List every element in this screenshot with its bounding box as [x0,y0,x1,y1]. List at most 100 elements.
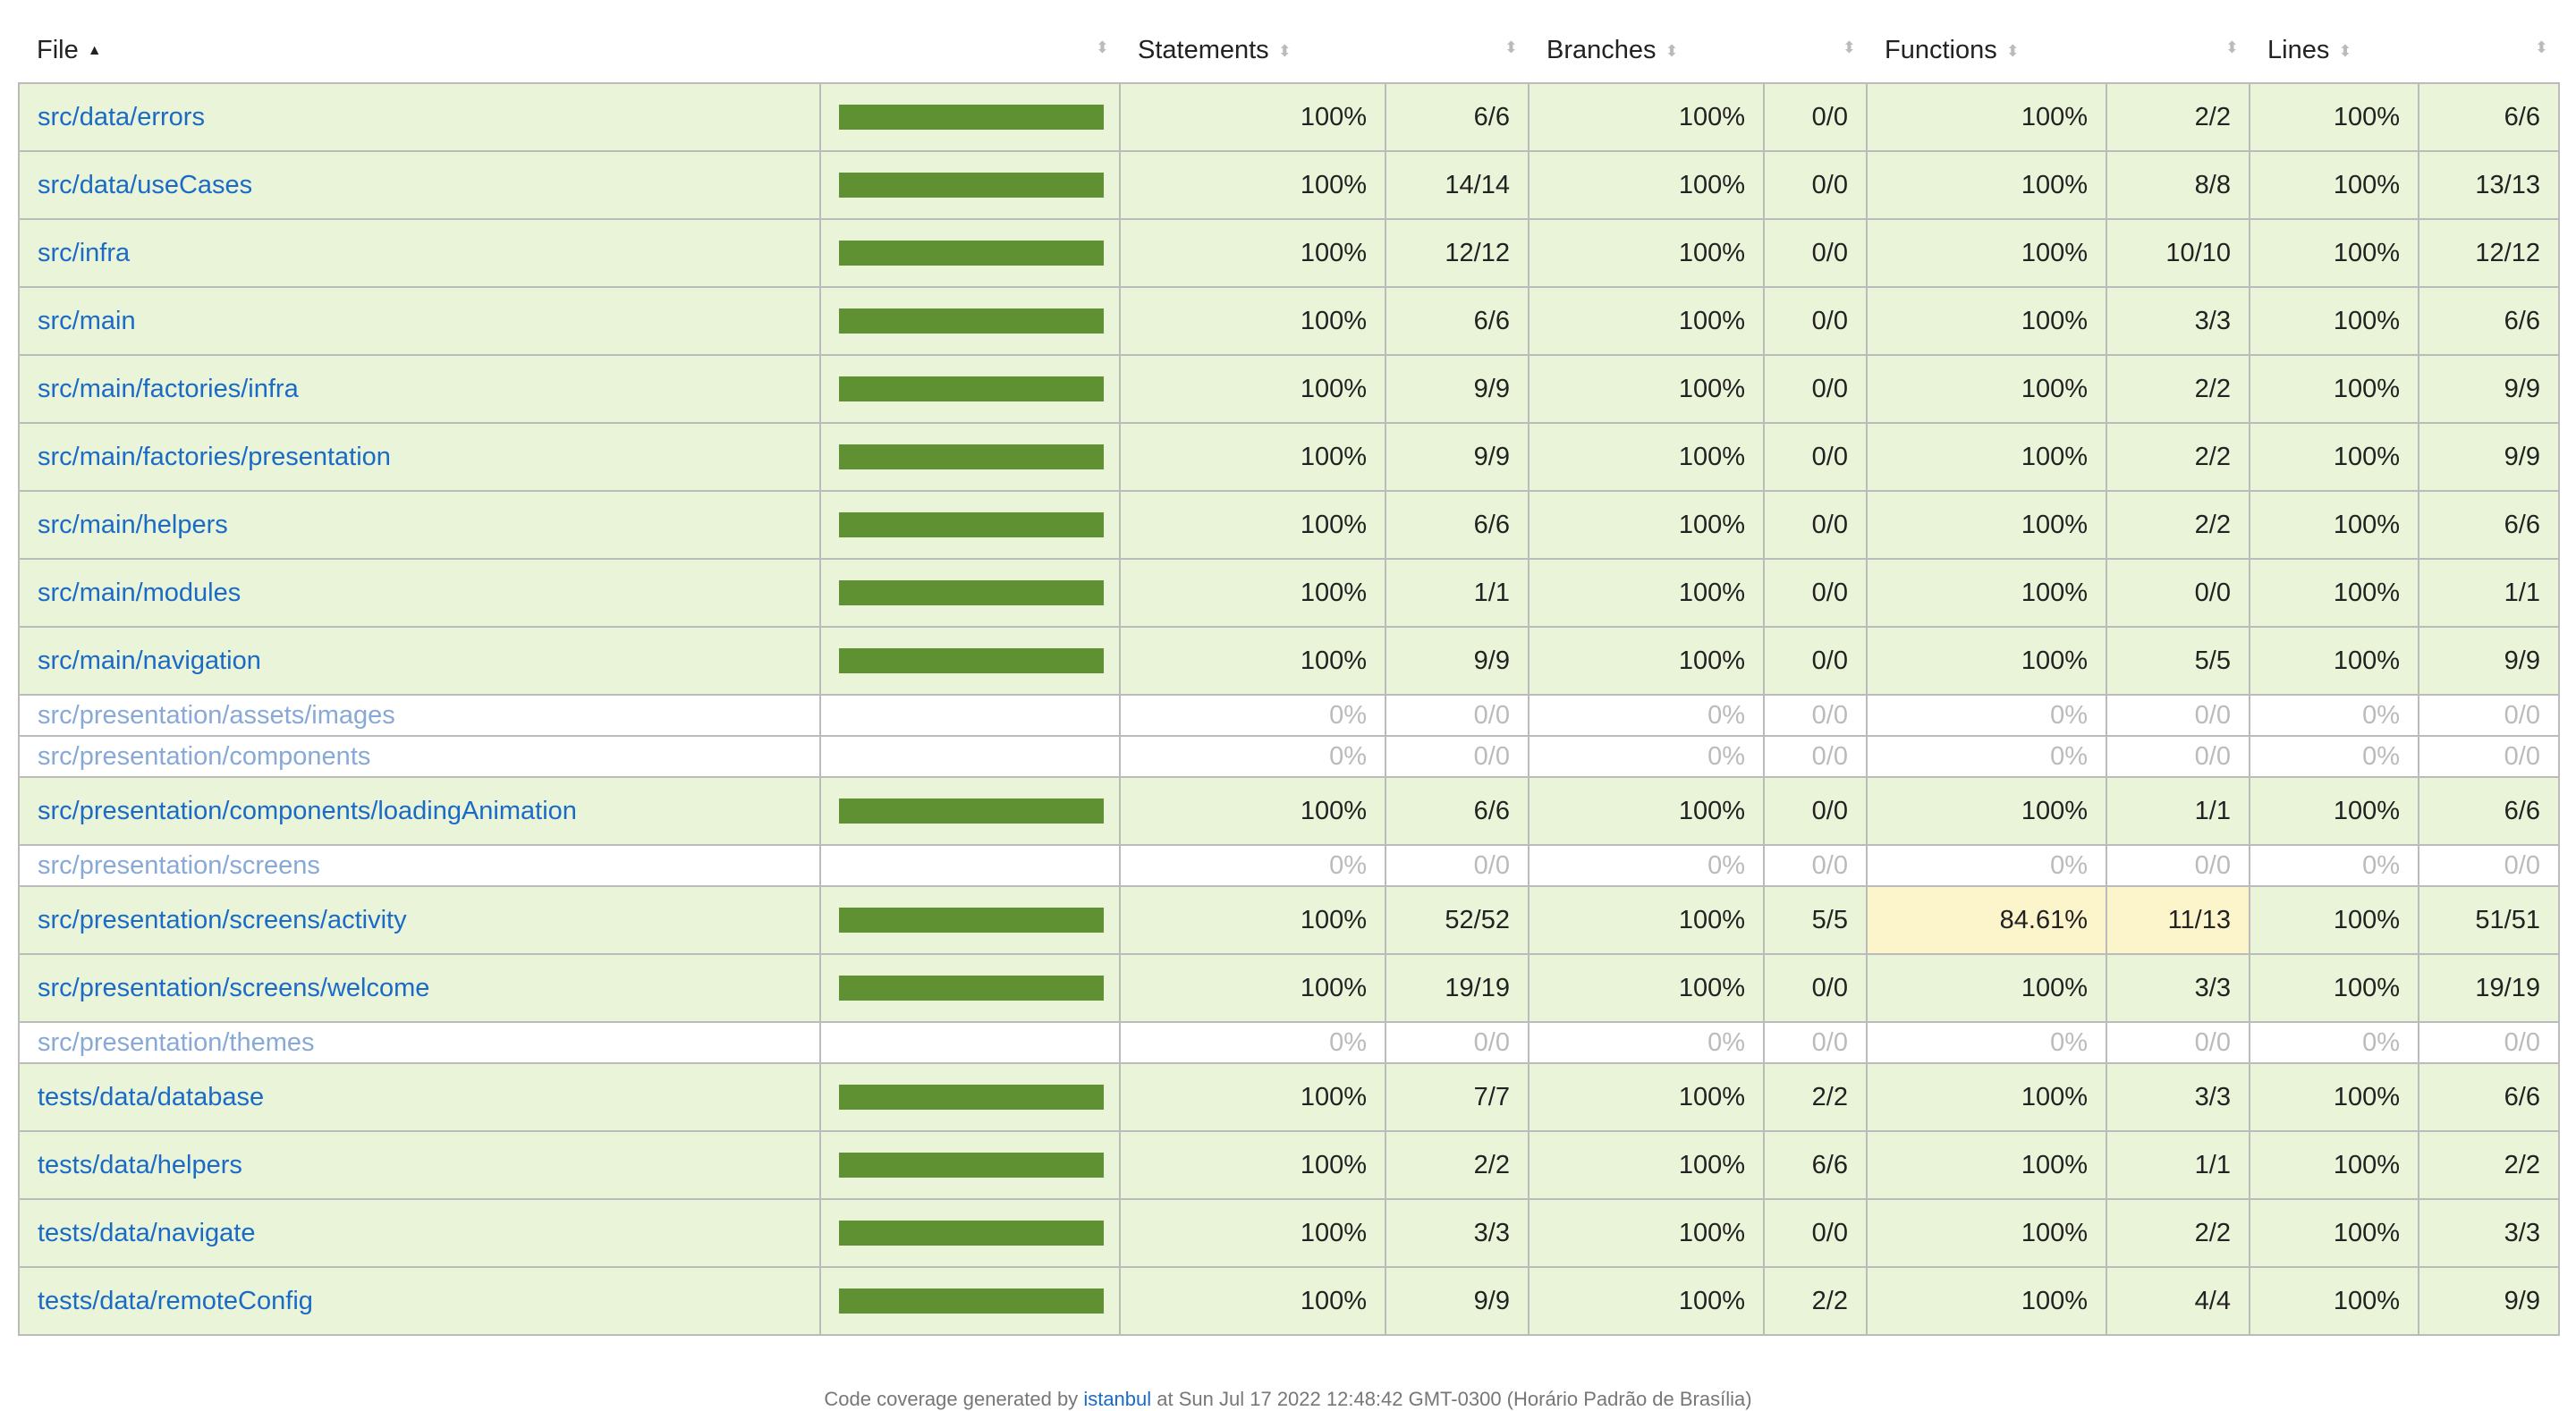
header-file-label: File [37,35,79,64]
coverage-bar-fill [839,648,1104,673]
table-row: src/presentation/screens 0% 0/0 0% 0/0 0% 0/0 0… [18,844,2560,887]
file-link[interactable]: src/presentation/components [38,741,371,771]
coverage-bar-cell [819,558,1121,628]
lines-count-cell: 1/1 [2418,558,2560,628]
coverage-bar [839,376,1104,401]
file-link[interactable]: src/main/helpers [38,510,228,539]
statements-count-cell: 9/9 [1385,1266,1530,1336]
lines-count-cell: 6/6 [2418,776,2560,846]
table-row: src/main/modules 100% 1/1 100% 0/0 100% 0/0 100… [18,558,2560,628]
statements-pct-cell: 100% [1119,490,1386,560]
file-link[interactable]: tests/data/navigate [38,1218,256,1247]
file-link[interactable]: src/main/factories/presentation [38,442,391,471]
file-link[interactable]: src/main/navigation [38,646,261,675]
branches-pct-cell: 100% [1528,626,1765,696]
coverage-bar-fill [839,1153,1104,1178]
file-cell: src/main/helpers [18,490,821,560]
header-functions[interactable]: Functions ⬍ [1867,18,2106,84]
lines-pct-cell: 100% [2249,354,2419,424]
file-cell: src/presentation/assets/images [18,694,821,737]
table-header: File ▲ ⬍ Statements ⬍ ⬍ Branches ⬍ ⬍ [19,18,2559,84]
lines-count-cell: 51/51 [2418,885,2560,955]
header-lines-raw[interactable]: ⬍ [2419,18,2559,84]
file-cell: src/main/modules [18,558,821,628]
file-link[interactable]: src/presentation/assets/images [38,700,395,730]
statements-pct-cell: 100% [1119,885,1386,955]
istanbul-link[interactable]: istanbul [1083,1388,1152,1410]
header-branches[interactable]: Branches ⬍ [1529,18,1764,84]
coverage-bar-cell [819,82,1121,152]
file-link[interactable]: src/presentation/screens/welcome [38,973,430,1002]
file-link[interactable]: src/main [38,306,136,335]
coverage-bar-cell [819,735,1121,778]
branches-pct-cell: 100% [1528,286,1765,356]
file-cell: src/presentation/components [18,735,821,778]
file-cell: tests/data/remoteConfig [18,1266,821,1336]
statements-count-cell: 14/14 [1385,150,1530,220]
header-functions-raw[interactable]: ⬍ [2106,18,2250,84]
header-statements-raw[interactable]: ⬍ [1385,18,1529,84]
coverage-bar-fill [839,1288,1104,1314]
lines-pct-cell: 100% [2249,150,2419,220]
header-file[interactable]: File ▲ [19,18,820,84]
lines-pct-cell: 100% [2249,1266,2419,1336]
branches-pct-cell: 0% [1528,735,1765,778]
header-lines-label: Lines [2267,35,2330,64]
header-statements-label: Statements [1138,35,1269,64]
file-cell: src/presentation/screens [18,844,821,887]
header-statements[interactable]: Statements ⬍ [1120,18,1385,84]
functions-pct-cell: 100% [1866,626,2107,696]
lines-count-cell: 6/6 [2418,490,2560,560]
statements-pct-cell: 100% [1119,953,1386,1023]
branches-pct-cell: 100% [1528,82,1765,152]
header-lines[interactable]: Lines ⬍ [2250,18,2419,84]
file-cell: tests/data/database [18,1062,821,1132]
statements-pct-cell: 100% [1119,286,1386,356]
file-link[interactable]: src/data/useCases [38,170,253,199]
file-link[interactable]: src/main/factories/infra [38,374,299,403]
file-link[interactable]: src/data/errors [38,102,205,131]
statements-pct-cell: 100% [1119,626,1386,696]
functions-count-cell: 0/0 [2106,694,2250,737]
branches-count-cell: 0/0 [1763,558,1868,628]
coverage-bar-cell [819,953,1121,1023]
branches-count-cell: 0/0 [1763,82,1868,152]
branches-count-cell: 0/0 [1763,844,1868,887]
branches-count-cell: 5/5 [1763,885,1868,955]
functions-pct-cell: 0% [1866,735,2107,778]
statements-pct-cell: 100% [1119,354,1386,424]
file-link[interactable]: src/presentation/screens [38,850,320,880]
header-branches-label: Branches [1546,35,1657,64]
lines-pct-cell: 0% [2249,694,2419,737]
lines-pct-cell: 100% [2249,558,2419,628]
statements-count-cell: 12/12 [1385,218,1530,288]
file-link[interactable]: tests/data/remoteConfig [38,1286,313,1315]
file-link[interactable]: src/main/modules [38,578,242,607]
header-file-bar[interactable]: ⬍ [820,18,1120,84]
statements-pct-cell: 100% [1119,558,1386,628]
coverage-bar [839,173,1104,198]
file-link[interactable]: src/presentation/screens/activity [38,905,407,934]
lines-pct-cell: 100% [2249,953,2419,1023]
functions-pct-cell: 100% [1866,422,2107,492]
lines-pct-cell: 100% [2249,1198,2419,1268]
functions-pct-cell: 0% [1866,844,2107,887]
statements-pct-cell: 0% [1119,694,1386,737]
file-link[interactable]: src/infra [38,238,131,267]
sort-icon: ⬍ [2534,38,2548,56]
file-link[interactable]: src/presentation/components/loadingAnima… [38,796,577,825]
branches-count-cell: 0/0 [1763,735,1868,778]
file-link[interactable]: tests/data/helpers [38,1150,242,1179]
lines-pct-cell: 0% [2249,1021,2419,1064]
functions-pct-cell: 100% [1866,1130,2107,1200]
header-branches-raw[interactable]: ⬍ [1764,18,1867,84]
sort-icon: ⬍ [1504,38,1518,56]
sort-icon: ⬍ [1842,38,1856,56]
lines-pct-cell: 0% [2249,735,2419,778]
file-link[interactable]: src/presentation/themes [38,1027,315,1057]
file-link[interactable]: tests/data/database [38,1082,265,1111]
branches-count-cell: 0/0 [1763,1021,1868,1064]
branches-count-cell: 0/0 [1763,776,1868,846]
statements-count-cell: 7/7 [1385,1062,1530,1132]
statements-pct-cell: 100% [1119,1062,1386,1132]
